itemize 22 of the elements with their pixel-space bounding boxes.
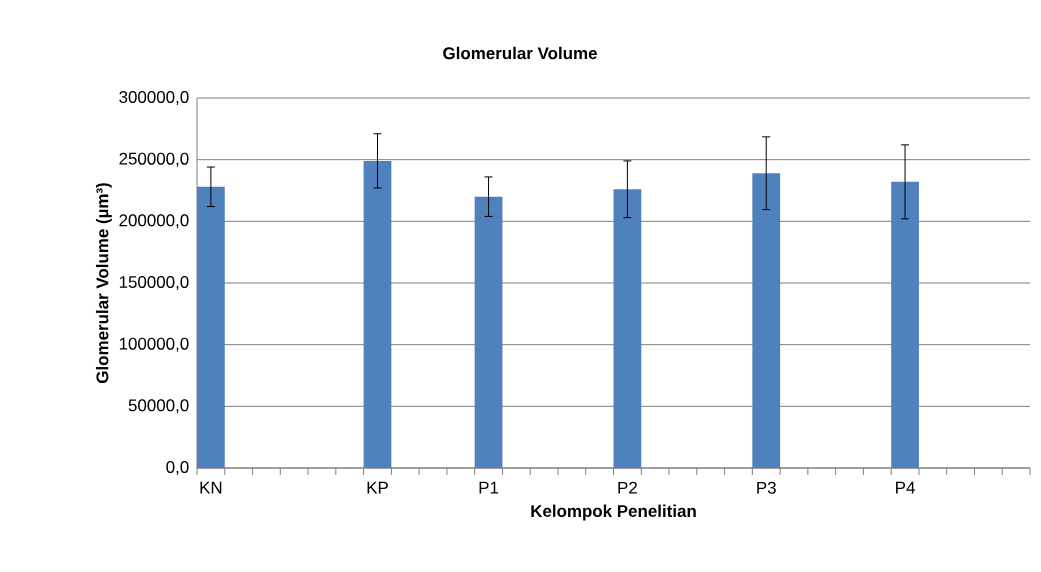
bar — [613, 189, 642, 468]
x-tick-label: KN — [200, 481, 222, 494]
x-axis-title: Kelompok Penelitian — [531, 504, 696, 521]
chart-title: Glomerular Volume — [443, 46, 597, 60]
y-tick-label: 300000,0 — [119, 91, 189, 105]
y-tick-label: 150000,0 — [119, 276, 189, 290]
x-tick-label: KP — [367, 481, 388, 494]
bar — [363, 160, 392, 468]
y-tick-label: 250000,0 — [119, 152, 189, 167]
x-tick-label: P2 — [618, 481, 637, 494]
x-tick-label: P1 — [479, 481, 499, 494]
y-tick-label: 100000,0 — [119, 337, 189, 352]
bar — [474, 196, 503, 468]
bar — [197, 186, 225, 468]
y-tick-label: 0,0 — [166, 461, 189, 475]
y-tick-label: 200000,0 — [119, 214, 189, 229]
bar — [752, 173, 781, 468]
y-axis-title: Glomerular Volume (µm³) — [95, 183, 112, 384]
y-tick-label: 50000,0 — [128, 399, 189, 414]
x-tick-label: P3 — [757, 481, 776, 494]
bar — [891, 181, 919, 468]
x-tick-label: P4 — [896, 481, 915, 494]
